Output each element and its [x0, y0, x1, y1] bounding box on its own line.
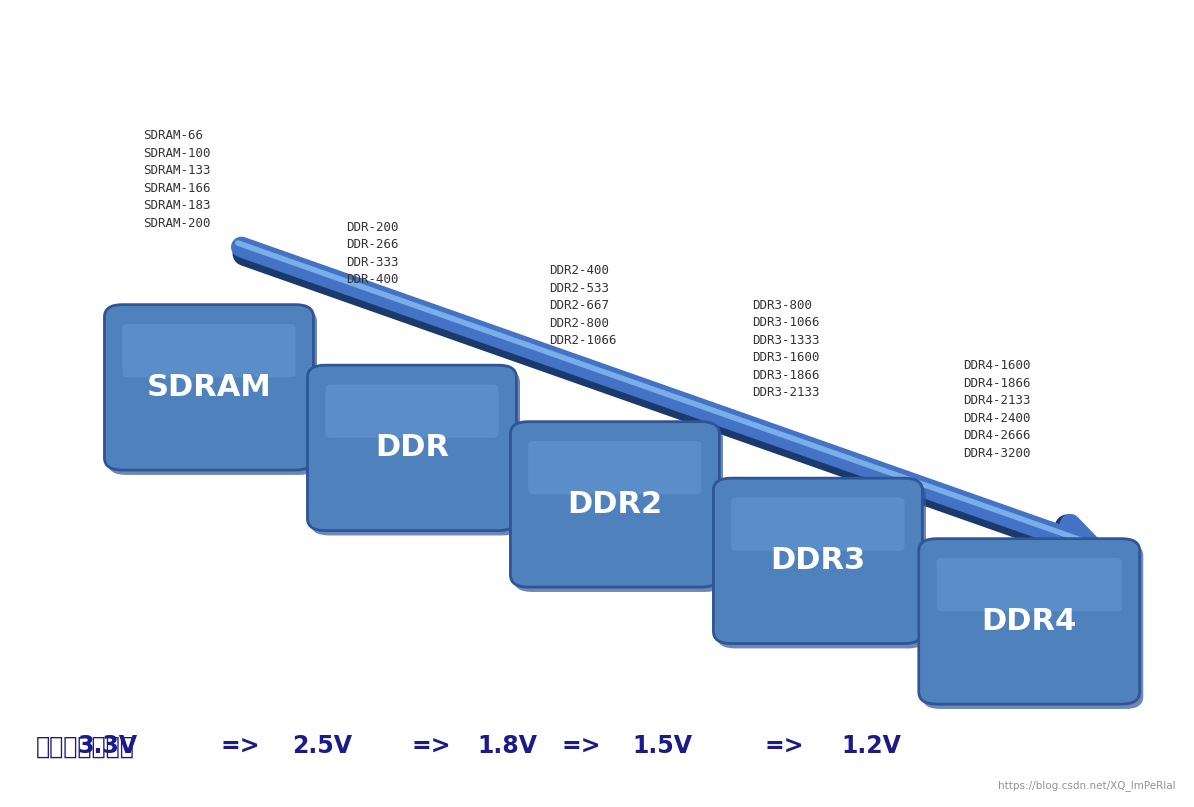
- FancyBboxPatch shape: [325, 385, 498, 437]
- FancyBboxPatch shape: [310, 370, 519, 536]
- Text: SDRAM-66
SDRAM-100
SDRAM-133
SDRAM-166
SDRAM-183
SDRAM-200: SDRAM-66 SDRAM-100 SDRAM-133 SDRAM-166 S…: [143, 129, 211, 230]
- Text: 1.8V: 1.8V: [478, 734, 537, 759]
- Text: 1.2V: 1.2V: [842, 734, 901, 759]
- Text: https://blog.csdn.net/XQ_ImPeRIal: https://blog.csdn.net/XQ_ImPeRIal: [998, 780, 1176, 791]
- FancyBboxPatch shape: [104, 305, 313, 470]
- Text: DDR: DDR: [375, 433, 449, 462]
- Text: =>: =>: [561, 734, 601, 759]
- Text: 1.5V: 1.5V: [633, 734, 693, 759]
- FancyBboxPatch shape: [122, 324, 295, 378]
- Text: 2.5V: 2.5V: [293, 734, 352, 759]
- FancyBboxPatch shape: [716, 483, 927, 649]
- FancyBboxPatch shape: [528, 441, 701, 494]
- Text: DDR2-400
DDR2-533
DDR2-667
DDR2-800
DDR2-1066: DDR2-400 DDR2-533 DDR2-667 DDR2-800 DDR2…: [549, 264, 617, 347]
- Text: =>: =>: [764, 734, 804, 759]
- FancyBboxPatch shape: [936, 558, 1121, 612]
- FancyBboxPatch shape: [107, 310, 316, 475]
- Text: DDR2: DDR2: [567, 490, 663, 519]
- Text: DDR4-1600
DDR4-1866
DDR4-2133
DDR4-2400
DDR4-2666
DDR4-3200: DDR4-1600 DDR4-1866 DDR4-2133 DDR4-2400 …: [964, 359, 1032, 460]
- FancyBboxPatch shape: [510, 422, 719, 587]
- FancyBboxPatch shape: [713, 478, 922, 644]
- Text: DDR4: DDR4: [981, 607, 1077, 636]
- Text: 3.3V: 3.3V: [78, 734, 137, 759]
- Text: 输入输出电压：: 输入输出电压：: [36, 734, 135, 759]
- Text: =>: =>: [412, 734, 451, 759]
- Text: DDR3: DDR3: [770, 546, 866, 575]
- FancyBboxPatch shape: [922, 544, 1143, 709]
- FancyBboxPatch shape: [307, 365, 516, 531]
- Text: SDRAM: SDRAM: [147, 373, 271, 402]
- Text: =>: =>: [221, 734, 260, 759]
- FancyBboxPatch shape: [731, 497, 905, 550]
- Text: DDR3-800
DDR3-1066
DDR3-1333
DDR3-1600
DDR3-1866
DDR3-2133: DDR3-800 DDR3-1066 DDR3-1333 DDR3-1600 D…: [752, 299, 820, 399]
- Text: DDR-200
DDR-266
DDR-333
DDR-400: DDR-200 DDR-266 DDR-333 DDR-400: [346, 221, 399, 286]
- FancyBboxPatch shape: [918, 539, 1139, 704]
- FancyBboxPatch shape: [513, 427, 722, 592]
